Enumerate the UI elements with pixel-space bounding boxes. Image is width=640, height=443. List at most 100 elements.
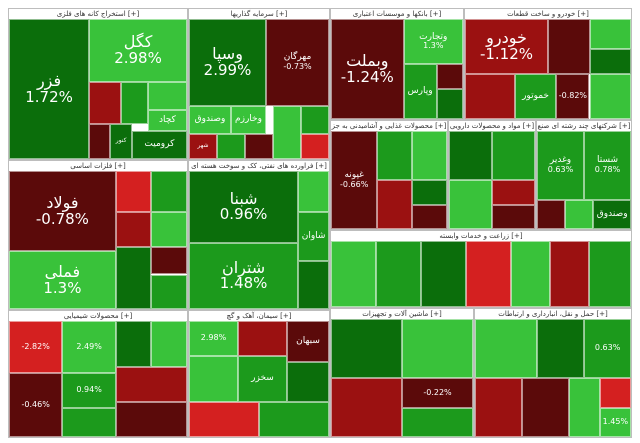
stock-tile[interactable] — [259, 402, 329, 437]
stock-tile[interactable] — [189, 402, 259, 437]
stock-tile[interactable]: وپارس — [403, 64, 437, 119]
stock-tile[interactable] — [115, 321, 152, 368]
sector-title[interactable]: [+] حمل و نقل، انبارداری و ارتباطات — [475, 309, 631, 319]
stock-tile[interactable] — [331, 319, 402, 378]
stock-tile[interactable] — [151, 212, 187, 247]
stock-tile[interactable]: فملی 1.3% — [9, 251, 116, 309]
stock-tile[interactable] — [412, 180, 447, 205]
stock-tile[interactable] — [537, 199, 566, 229]
stock-tile[interactable] — [115, 402, 187, 437]
stock-tile[interactable] — [287, 361, 329, 403]
stock-tile[interactable]: 0.63% — [584, 319, 631, 378]
stock-tile[interactable]: 2.49% — [62, 321, 116, 374]
stock-tile[interactable] — [548, 19, 590, 74]
stock-tile[interactable] — [89, 82, 122, 124]
stock-tile[interactable] — [377, 180, 413, 229]
stock-tile[interactable] — [589, 49, 631, 74]
stock-tile[interactable]: فزر 1.72% — [9, 19, 90, 159]
stock-tile[interactable]: وغدیر 0.63% — [537, 131, 584, 200]
stock-tile[interactable]: فولاد -0.78% — [9, 171, 116, 252]
stock-tile[interactable] — [402, 319, 473, 378]
stock-tile[interactable] — [376, 241, 421, 307]
stock-tile[interactable]: -0.22% — [402, 378, 473, 408]
stock-tile[interactable]: سبهان — [287, 321, 329, 362]
stock-tile[interactable]: 1.45% — [599, 407, 631, 437]
stock-tile[interactable] — [521, 378, 569, 437]
stock-tile[interactable]: کروميت — [131, 131, 187, 159]
stock-tile[interactable]: -0.46% — [9, 373, 63, 437]
stock-tile[interactable] — [238, 321, 287, 356]
stock-tile[interactable] — [151, 274, 187, 309]
stock-tile[interactable] — [331, 241, 376, 307]
stock-tile[interactable] — [62, 408, 116, 437]
stock-tile[interactable] — [189, 355, 238, 403]
stock-tile[interactable] — [550, 241, 589, 307]
stock-tile[interactable] — [115, 212, 152, 247]
sector-title[interactable]: [+] خودرو و ساخت قطعات — [465, 9, 631, 19]
stock-tile[interactable] — [449, 131, 492, 180]
stock-tile[interactable]: شبنا 0.96% — [189, 171, 299, 243]
sector-title[interactable]: [+] فراورده های نفتی، کک و سوخت هسته ای — [189, 161, 329, 171]
stock-tile[interactable] — [449, 180, 492, 229]
stock-tile[interactable] — [492, 204, 535, 229]
stock-tile[interactable] — [412, 204, 447, 229]
stock-tile[interactable] — [217, 133, 245, 159]
stock-tile[interactable]: وخارزم — [231, 105, 266, 134]
sector-title[interactable]: [+] فلزات اساسی — [9, 161, 187, 171]
sector-title[interactable]: [+] بانکها و موسسات اعتباری — [331, 9, 463, 19]
sector-title[interactable]: [+] ماشین آلات و تجهیزات — [331, 309, 473, 319]
sector-title[interactable]: [+] مواد و محصولات دارویی — [449, 121, 535, 131]
stock-tile[interactable]: 2.98% — [189, 321, 238, 356]
stock-tile[interactable]: شستا 0.78% — [584, 131, 631, 200]
stock-tile[interactable] — [421, 241, 466, 307]
stock-tile[interactable]: وبملت -1.24% — [331, 19, 404, 119]
stock-tile[interactable] — [115, 171, 152, 213]
stock-tile[interactable] — [298, 260, 329, 309]
sector-title[interactable]: [+] محصولات شیمیایی — [9, 311, 187, 321]
sector-title[interactable]: [+] شرکتهای چند رشته ای صنع — [537, 121, 631, 131]
stock-tile[interactable] — [537, 319, 585, 378]
stock-tile[interactable]: مهرگان -0.73% — [266, 19, 329, 106]
stock-tile[interactable] — [402, 407, 473, 437]
stock-tile[interactable] — [599, 378, 631, 408]
stock-tile[interactable] — [89, 124, 111, 159]
stock-tile[interactable] — [151, 246, 187, 275]
stock-tile[interactable]: شاوان — [298, 212, 329, 261]
stock-tile[interactable] — [115, 367, 187, 403]
sector-title[interactable]: [+] محصولات غذایی و آشامیدنی به جز — [331, 121, 447, 131]
stock-tile[interactable]: 0.94% — [62, 373, 116, 408]
sector-title[interactable]: [+] سرمایه گذاریها — [189, 9, 329, 19]
stock-tile[interactable] — [589, 19, 631, 49]
stock-tile[interactable] — [475, 319, 538, 378]
stock-tile[interactable] — [115, 246, 152, 309]
stock-tile[interactable] — [298, 171, 329, 213]
stock-tile[interactable]: وصندوق — [593, 199, 631, 229]
stock-tile[interactable]: خودرو -1.12% — [465, 19, 548, 74]
stock-tile[interactable]: وسپا 2.99% — [189, 19, 266, 106]
stock-tile[interactable] — [412, 131, 447, 180]
stock-tile[interactable] — [466, 241, 511, 307]
stock-tile[interactable] — [273, 105, 301, 159]
stock-tile[interactable] — [511, 241, 550, 307]
stock-tile[interactable] — [465, 74, 515, 119]
sector-title[interactable]: [+] استخراج کانه های فلزی — [9, 9, 187, 19]
stock-tile[interactable] — [151, 321, 187, 368]
stock-tile[interactable]: کگل 2.98% — [89, 19, 187, 82]
stock-tile[interactable]: کچاد — [147, 110, 187, 131]
stock-tile[interactable]: غپونه -0.66% — [331, 131, 378, 229]
stock-tile[interactable] — [151, 171, 187, 213]
stock-tile[interactable] — [245, 133, 273, 159]
stock-tile[interactable]: خموتور — [514, 74, 557, 119]
stock-tile[interactable] — [377, 131, 413, 180]
stock-tile[interactable] — [121, 82, 148, 124]
stock-tile[interactable] — [436, 64, 463, 89]
sector-title[interactable]: [+] سیمان، آهک و گچ — [189, 311, 329, 321]
stock-tile[interactable]: کنور — [110, 124, 132, 159]
sector-title[interactable]: [+] زراعت و خدمات وابسته — [331, 231, 631, 241]
stock-tile[interactable]: -0.82% — [556, 74, 590, 119]
stock-tile[interactable]: سخزر — [238, 355, 287, 403]
stock-tile[interactable] — [492, 131, 535, 180]
stock-tile[interactable]: وصندوق — [189, 105, 231, 134]
stock-tile[interactable]: شتران 1.48% — [189, 242, 299, 309]
stock-tile[interactable] — [301, 105, 329, 134]
